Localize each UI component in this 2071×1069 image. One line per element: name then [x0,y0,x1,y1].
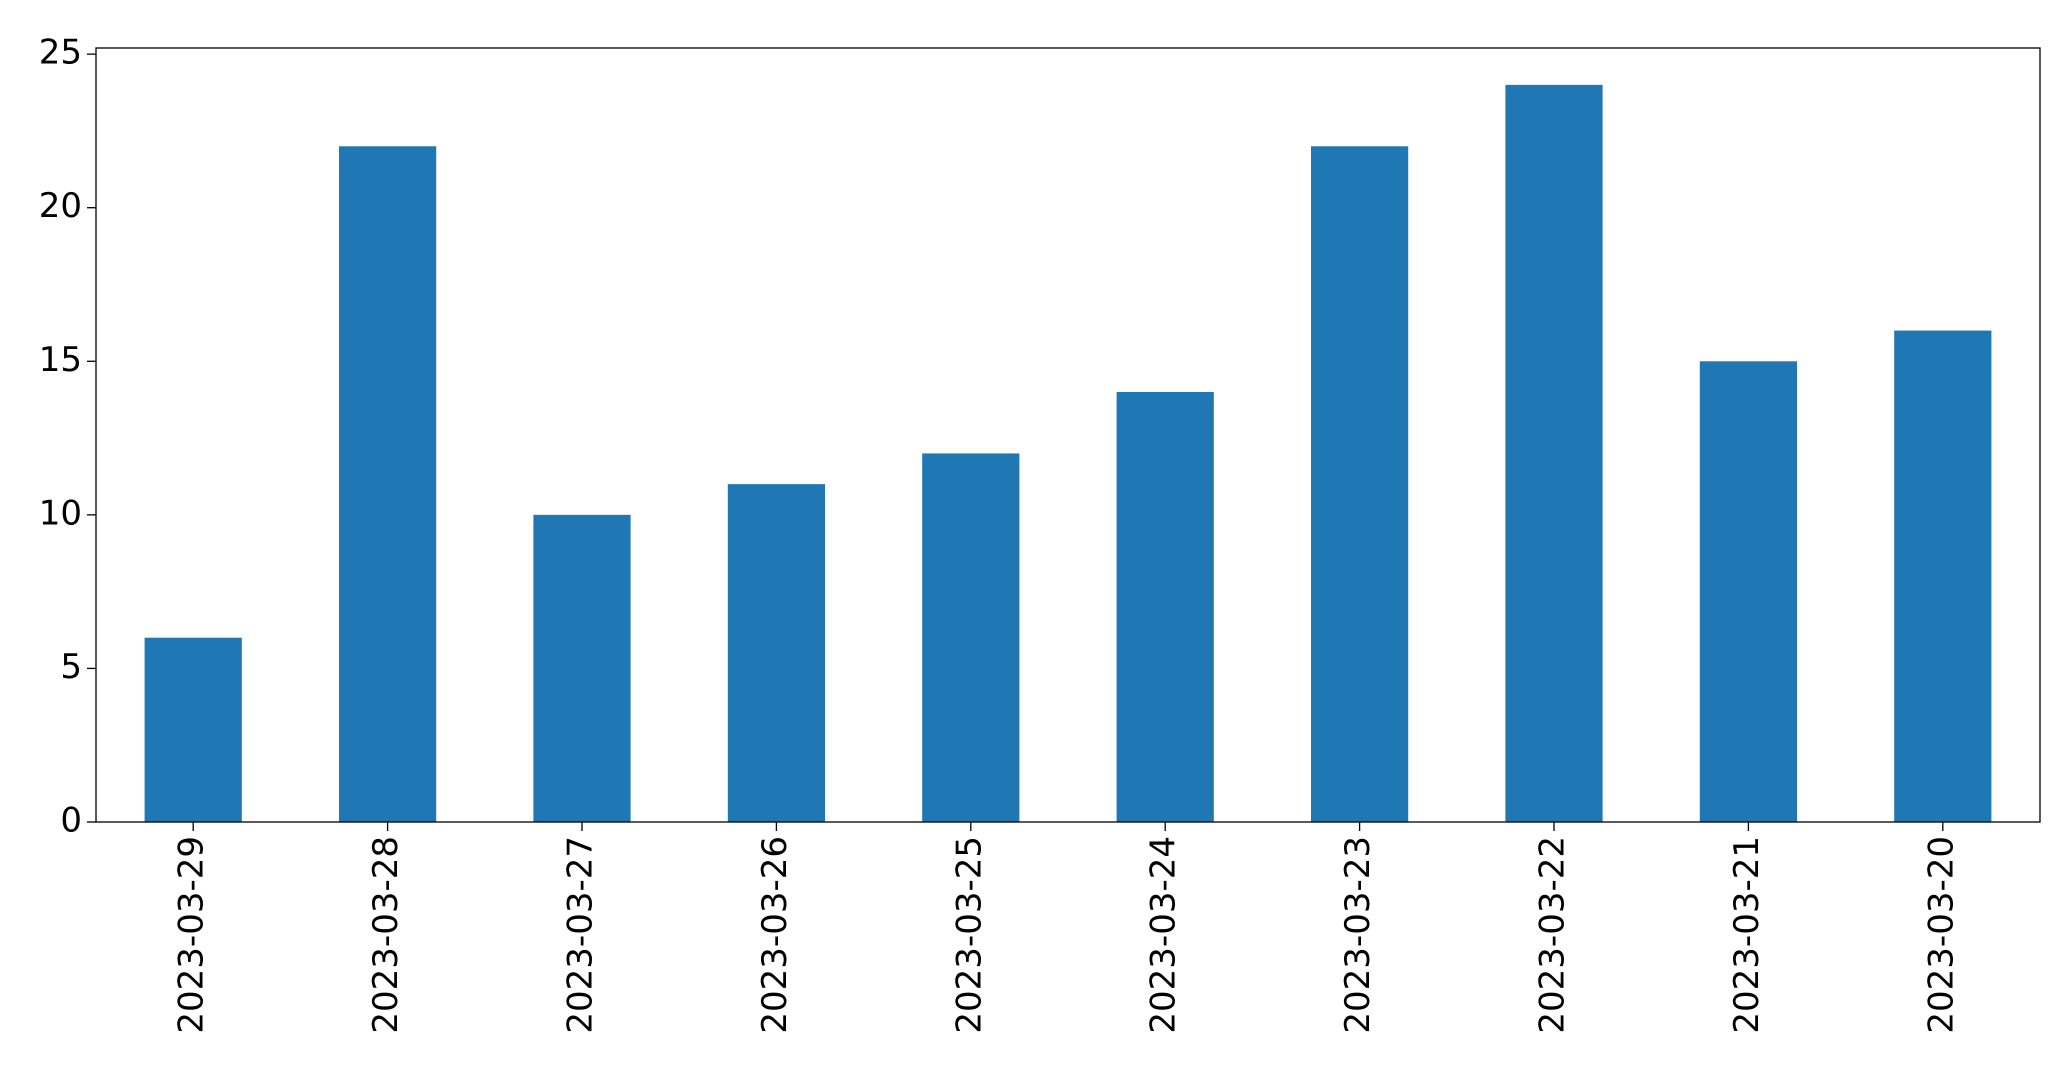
y-tick-label: 20 [39,186,82,226]
bar [1699,361,1797,822]
x-tick-label: 2023-03-25 [949,836,989,1034]
bar [1116,392,1214,822]
x-tick-label: 2023-03-23 [1338,836,1378,1034]
bar [727,484,825,822]
bar [922,453,1020,822]
y-tick-label: 25 [39,33,82,73]
bar [1505,84,1603,823]
x-tick-label: 2023-03-24 [1144,836,1184,1034]
bar [144,637,242,822]
x-tick-label: 2023-03-28 [366,836,406,1034]
x-tick-label: 2023-03-29 [172,836,212,1034]
y-tick-label: 15 [39,340,82,380]
x-tick-label: 2023-03-27 [561,836,601,1034]
bar [1894,330,1992,822]
bar [533,514,631,822]
y-tick-label: 10 [39,493,82,533]
x-tick-label: 2023-03-21 [1727,836,1767,1034]
bar [1311,146,1409,823]
plot-frame [95,47,2041,823]
x-tick-label: 2023-03-22 [1533,836,1573,1034]
x-tick-label: 2023-03-20 [1921,836,1961,1034]
y-tick-label: 5 [60,647,82,687]
y-tick-label: 0 [60,801,82,841]
x-tick-label: 2023-03-26 [755,836,795,1034]
bar [339,146,437,823]
